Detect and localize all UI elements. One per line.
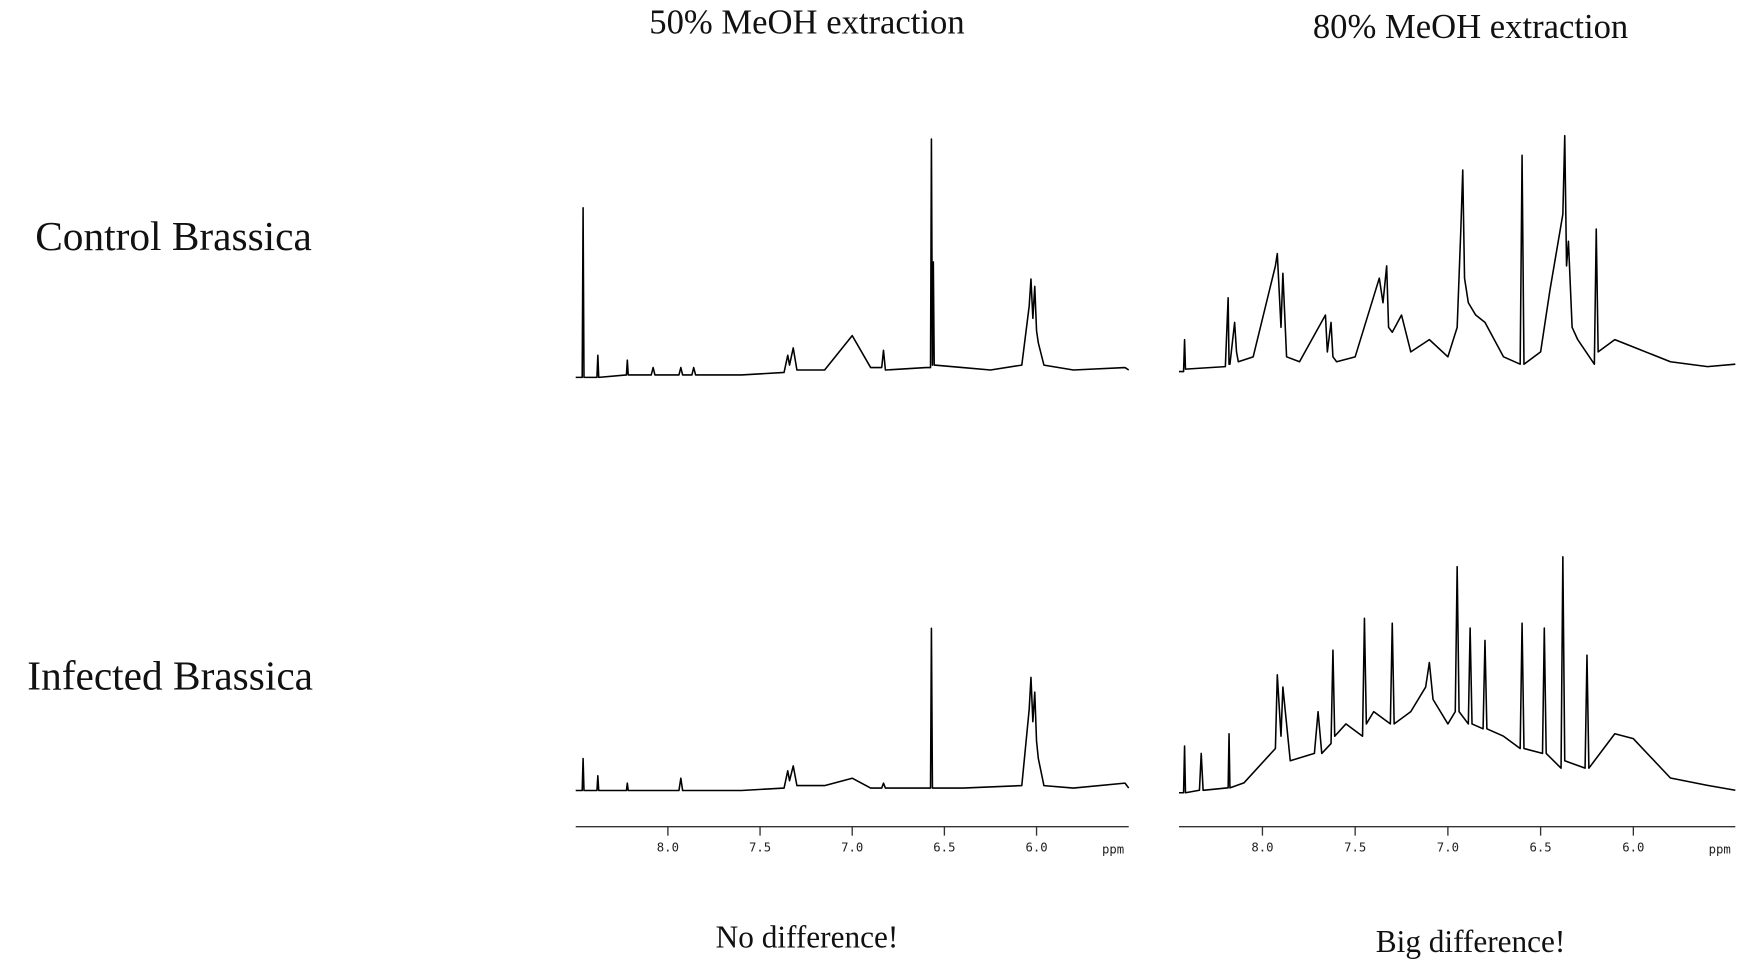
- x-tick-label: 6.0: [1622, 840, 1644, 854]
- x-tick-label: 6.0: [1025, 840, 1047, 854]
- caption: No difference!: [716, 919, 899, 954]
- column-title: 80% MeOH extraction: [1313, 8, 1628, 46]
- spectrum-line: [1178, 556, 1736, 794]
- spectrum-line: [1178, 134, 1736, 373]
- x-axis-label: ppm: [1709, 843, 1731, 857]
- x-tick-label: 6.5: [1530, 840, 1552, 854]
- x-tick-label: 8.0: [1251, 840, 1273, 854]
- x-tick-label: 7.5: [749, 840, 771, 854]
- x-tick-label: 7.0: [841, 840, 863, 854]
- x-tick-label: 7.0: [1437, 840, 1459, 854]
- x-tick-label: 7.5: [1344, 840, 1366, 854]
- spectrum-line: [575, 627, 1130, 792]
- row-label: Infected Brassica: [27, 652, 313, 698]
- x-axis-label: ppm: [1102, 843, 1124, 857]
- spectrum-line: [575, 138, 1130, 379]
- x-tick-label: 8.0: [657, 840, 679, 854]
- column-title: 50% MeOH extraction: [649, 4, 964, 42]
- row-label: Control Brassica: [35, 213, 312, 259]
- x-tick-label: 6.5: [933, 840, 955, 854]
- caption: Big difference!: [1376, 924, 1566, 959]
